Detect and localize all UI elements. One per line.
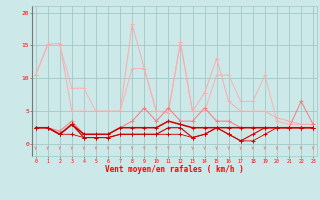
X-axis label: Vent moyen/en rafales ( km/h ): Vent moyen/en rafales ( km/h ) — [105, 165, 244, 174]
